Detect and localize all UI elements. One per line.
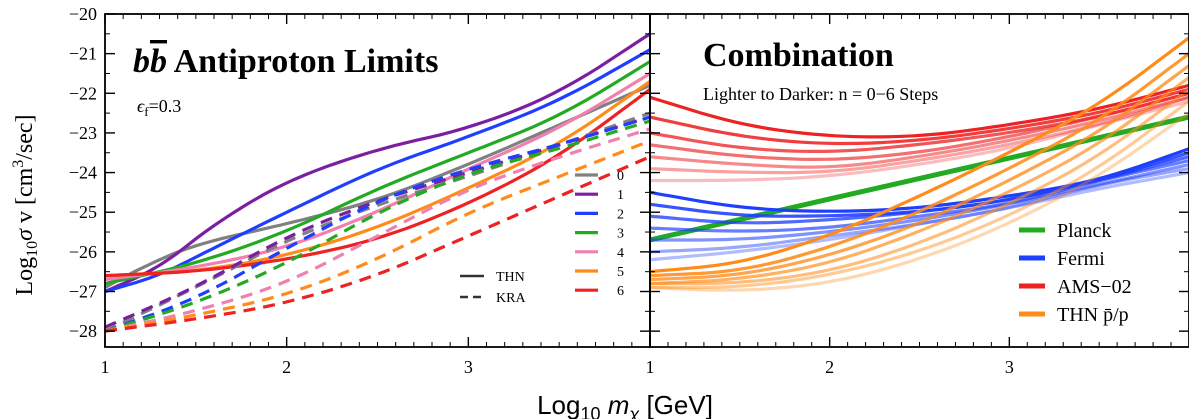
legend-label: Planck: [1057, 220, 1111, 242]
series-thn-p-p-1: [650, 36, 1189, 274]
left-panel: −20−21−22−23−24−25−26−27−281 2 30123456THN…: [69, 4, 651, 377]
left-series-group: [105, 32, 650, 333]
right-x-tick-label: 3: [1005, 357, 1014, 377]
legend-step-label: 4: [617, 246, 624, 261]
y-tick-label: −21: [69, 44, 97, 64]
left-panel-annotation: ϵf=0.3: [137, 96, 181, 119]
y-axis-label-units: /sec]: [12, 114, 38, 159]
legend-style-label: THN: [496, 270, 525, 285]
series-ams-02-7: [650, 99, 1189, 183]
y-tick-label: −24: [69, 163, 97, 183]
y-axis-label-sup: 3: [10, 160, 27, 168]
left-panel-title: bb Antiproton Limits: [133, 43, 438, 80]
series-thn-p-p-3: [650, 64, 1189, 282]
series-ams-02-4: [650, 91, 1189, 162]
legend-step-label: 6: [617, 284, 624, 299]
series-kra-step-4: [105, 127, 650, 333]
right-panel-annotation: Lighter to Darker: n = 0−6 Steps: [703, 84, 938, 104]
legend-step-label: 3: [617, 227, 624, 242]
series-kra-step-5: [105, 139, 650, 333]
x-axis-label-units: [GeV]: [639, 390, 713, 419]
annot-epsilon: ϵ: [137, 96, 145, 116]
left-title-b2: b: [150, 43, 167, 80]
legend-step-label: 0: [617, 169, 624, 184]
y-axis-label-v: v [cm: [12, 167, 38, 229]
right-series-group: [650, 36, 1189, 292]
legend-label: AMS−02: [1057, 276, 1132, 298]
series-fermi-5: [650, 163, 1189, 242]
left-x-tick-label: 3: [464, 357, 473, 377]
left-title-b1: b: [133, 43, 150, 80]
series-ams-02-5: [650, 95, 1189, 169]
y-tick-label: −20: [69, 4, 97, 24]
right-legend: Planck Fermi AMS−02 THN p̄/p: [1019, 220, 1132, 326]
series-thn-p-p-4: [650, 76, 1189, 286]
series-thn-p-p-6: [650, 99, 1189, 290]
right-x-tick-label: 2: [825, 357, 834, 377]
legend-step-label: 5: [617, 265, 624, 280]
annot-f: f: [144, 104, 149, 119]
y-tick-label: −28: [69, 321, 97, 341]
y-axis-label-sigma: σ: [12, 228, 38, 241]
y-axis-label: Log10σ v [cm3/sec]: [10, 114, 41, 295]
left-title-text: Antiproton Limits: [167, 43, 438, 80]
legend-step-label: 2: [617, 207, 624, 222]
series-thn-p-p-7: [650, 111, 1189, 292]
series-ams-02-2: [650, 87, 1189, 146]
series-thn-step-2: [105, 48, 650, 294]
legend-step-label: 1: [617, 188, 624, 203]
annot-value: =0.3: [149, 96, 182, 116]
series-kra-step-6: [105, 155, 650, 333]
series-fermi-4: [650, 159, 1189, 233]
y-tick-label: −27: [69, 282, 97, 302]
left-style-legend: THN KRA: [460, 270, 526, 306]
legend-label: Fermi: [1057, 248, 1105, 270]
legend-label: THN p̄/p: [1057, 304, 1129, 326]
y-tick-label: −26: [69, 242, 97, 262]
series-thn-step-1: [105, 32, 650, 293]
series-kra-step-2: [105, 115, 650, 333]
series-thn-p-p-5: [650, 88, 1189, 286]
series-thn-p-p-2: [650, 52, 1189, 278]
right-panel: 1 2 3 Planck Fermi AMS−02 THN p̄/p: [646, 13, 1189, 377]
y-axis-label-sub: 10: [24, 241, 41, 257]
y-tick-label: −25: [69, 202, 97, 222]
y-tick-label: −23: [69, 123, 97, 143]
x-axis-label-chi: χ: [627, 404, 640, 419]
right-x-tick-label: 1: [646, 357, 655, 377]
left-x-tick-label: 2: [282, 357, 291, 377]
x-axis-label-log: Log: [537, 390, 580, 419]
right-panel-title: Combination: [703, 37, 894, 74]
x-axis-label-m: m: [601, 390, 630, 419]
x-axis-label: Log10 mχ [GeV]: [537, 390, 713, 419]
series-thn-step-3: [105, 60, 650, 286]
y-tick-label: −22: [69, 83, 97, 103]
y-axis-label-log: Log: [12, 257, 38, 296]
x-axis-label-sub: 10: [580, 404, 600, 419]
left-x-tick-label: 1: [101, 357, 110, 377]
series-ams-02-6: [650, 95, 1189, 175]
left-step-legend: 0 1 2 3 4 5 6: [575, 169, 624, 299]
legend-style-label: KRA: [496, 291, 526, 306]
series-kra-step-3: [105, 119, 650, 333]
